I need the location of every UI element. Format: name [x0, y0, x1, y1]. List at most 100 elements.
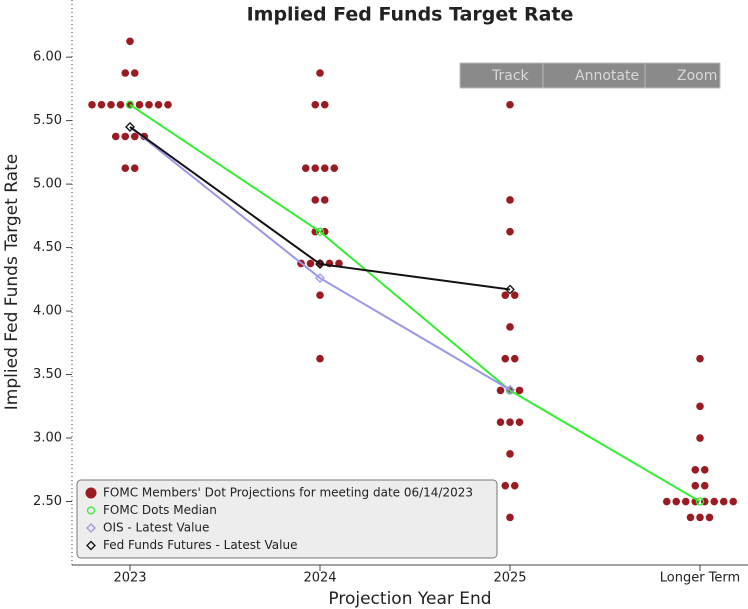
- dot: [501, 354, 510, 363]
- toolbar-label: Track: [491, 68, 530, 84]
- dot: [130, 164, 139, 173]
- dot: [510, 291, 519, 299]
- dot: [111, 132, 120, 141]
- legend-label: OIS - Latest Value: [103, 521, 209, 535]
- toolbar-button-bg: [644, 62, 721, 89]
- dot: [515, 386, 524, 395]
- series-line: [129, 126, 511, 291]
- toolbar-label: Zoom: [677, 68, 717, 84]
- dot: [696, 513, 704, 522]
- dot: [510, 481, 519, 490]
- toolbar-button-bg: [459, 62, 544, 89]
- dot: [729, 497, 738, 506]
- toolbar-button[interactable]: Annotate: [542, 62, 646, 89]
- legend-label: FOMC Dots Median: [103, 503, 217, 517]
- dot: [496, 418, 505, 426]
- dot: [97, 100, 106, 109]
- dot: [696, 434, 704, 442]
- dot: [145, 100, 153, 109]
- dot: [316, 354, 324, 363]
- y-tick-label: 3.00: [33, 431, 62, 446]
- marker: [86, 540, 96, 551]
- y-tick-label: 5.50: [33, 113, 62, 128]
- dot: [306, 259, 315, 268]
- marker: [505, 284, 515, 295]
- x-axis-label: Projection Year End: [328, 589, 491, 609]
- toolbar-label: Annotate: [575, 68, 639, 84]
- marker: [505, 384, 515, 395]
- dot: [501, 291, 510, 299]
- dot: [662, 497, 671, 506]
- y-tick-label: 6.00: [33, 50, 62, 65]
- dot: [311, 196, 320, 204]
- marker: [86, 506, 96, 515]
- dot: [506, 100, 514, 109]
- marker: [86, 523, 96, 533]
- dot: [320, 164, 329, 173]
- dot: [107, 100, 115, 109]
- dot: [121, 132, 130, 141]
- series-line: [129, 126, 511, 391]
- dot: [700, 481, 709, 490]
- dot: [501, 481, 510, 490]
- y-tick-label: 4.00: [33, 304, 62, 319]
- dot: [311, 164, 320, 173]
- legend-label: FOMC Members' Dot Projections for meetin…: [103, 486, 473, 500]
- dot: [710, 497, 719, 506]
- y-tick-label: 4.50: [33, 240, 62, 255]
- dot: [506, 450, 514, 458]
- marker: [315, 273, 325, 283]
- marker: [315, 259, 325, 270]
- y-tick-label: 2.50: [33, 494, 62, 509]
- dot: [130, 132, 139, 141]
- dot: [496, 386, 505, 395]
- dot: [164, 100, 172, 109]
- dot: [696, 402, 704, 411]
- dot: [311, 100, 320, 109]
- dot: [135, 100, 144, 109]
- x-tick-label: 2023: [113, 571, 146, 586]
- dot: [88, 100, 96, 109]
- dot: [335, 259, 343, 268]
- dot: [506, 418, 514, 426]
- marker: [125, 122, 135, 132]
- dot: [506, 227, 514, 236]
- dot: [320, 100, 329, 109]
- legend-label: Fed Funds Futures - Latest Value: [103, 538, 297, 552]
- marker: [125, 100, 135, 109]
- y-axis-label: Implied Fed Funds Target Rate: [2, 154, 22, 410]
- dot: [515, 418, 524, 426]
- marker: [315, 227, 325, 236]
- dot: [506, 513, 514, 522]
- toolbar-button-bg: [542, 62, 646, 89]
- dot: [130, 69, 139, 77]
- dot: [691, 481, 700, 490]
- dot: [700, 465, 709, 474]
- dot: [154, 100, 163, 109]
- dot: [510, 354, 519, 363]
- dot: [696, 354, 704, 363]
- dot: [719, 497, 728, 506]
- dot: [316, 69, 324, 77]
- dot: [686, 513, 695, 522]
- y-tick-label: 5.00: [33, 177, 62, 192]
- dot: [330, 164, 339, 173]
- dot: [506, 323, 514, 331]
- toolbar-button[interactable]: Zoom: [644, 62, 721, 89]
- dot: [691, 465, 700, 474]
- toolbar-button[interactable]: Track: [459, 62, 544, 89]
- x-tick-label: Longer Term: [660, 571, 740, 586]
- marker: [695, 497, 705, 506]
- dot: [126, 37, 134, 46]
- dot: [301, 164, 310, 173]
- dot: [672, 497, 681, 506]
- dot: [681, 497, 690, 506]
- dot: [121, 164, 130, 173]
- legend-marker: [85, 487, 97, 499]
- y-tick-label: 3.50: [33, 367, 62, 382]
- chart-title: Implied Fed Funds Target Rate: [247, 4, 574, 26]
- dot: [320, 196, 329, 204]
- x-tick-label: 2024: [303, 571, 336, 586]
- dot: [506, 196, 514, 204]
